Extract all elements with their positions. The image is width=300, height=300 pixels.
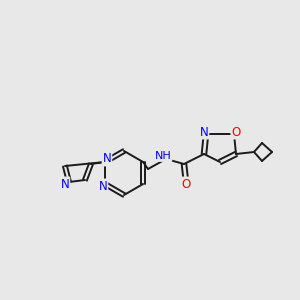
Text: N: N [99, 179, 107, 193]
Text: NH: NH [154, 151, 171, 161]
Text: N: N [61, 178, 69, 190]
Text: O: O [231, 125, 241, 139]
Text: N: N [103, 152, 111, 166]
Text: O: O [182, 178, 190, 190]
Text: N: N [200, 125, 208, 139]
